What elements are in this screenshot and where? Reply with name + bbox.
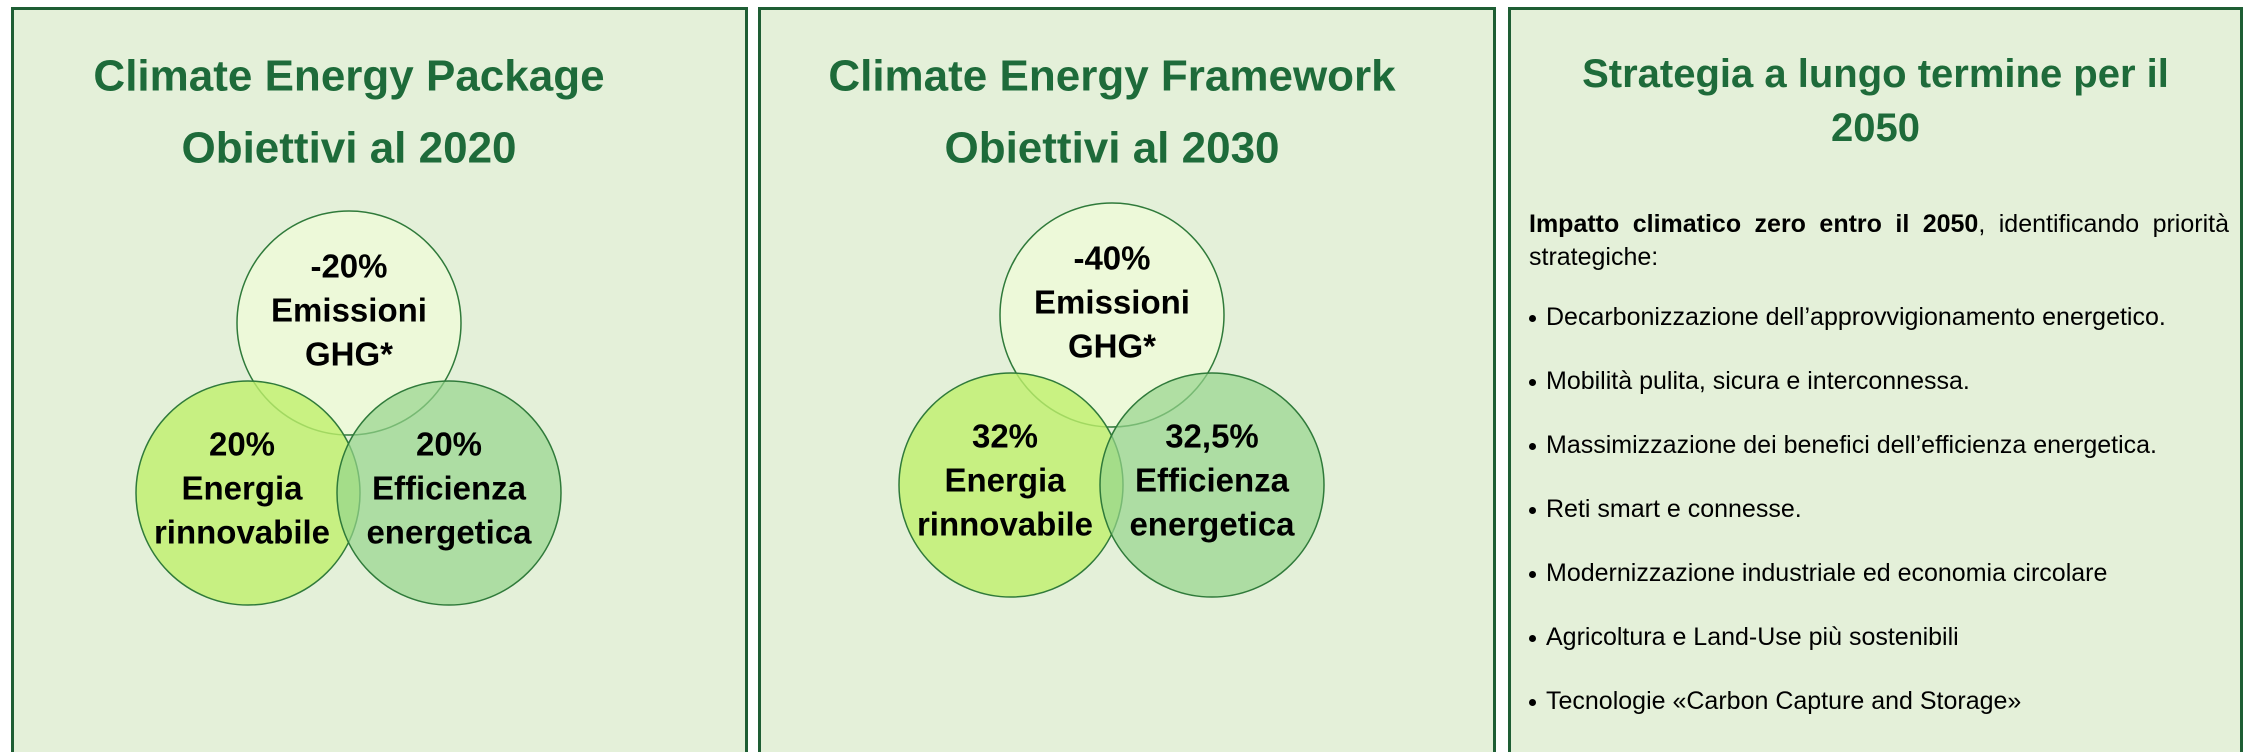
circle-label: energetica	[1129, 506, 1295, 543]
bullet-dot	[1529, 570, 1536, 578]
venn-circle	[336, 380, 562, 606]
bullet-text: Modernizzazione industriale ed economia …	[1546, 559, 2108, 587]
venn-circle	[999, 202, 1225, 428]
circle-label: 20%	[209, 426, 275, 463]
bullet-item: Massimizzazione dei benefici dell’effici…	[1529, 431, 2157, 460]
intro-text: Impatto climatico zero entro il 2050, id…	[1529, 208, 2229, 274]
circle-label: -40%	[1073, 240, 1150, 277]
bullet-dot	[1529, 506, 1536, 514]
circle-label: Emissioni	[1034, 284, 1190, 321]
bullet-dot	[1529, 314, 1536, 322]
bullet-dot	[1529, 442, 1536, 450]
circle-label: Energia	[944, 462, 1066, 499]
bullet-item: Agricoltura e Land-Use più sostenibili	[1529, 623, 1959, 652]
panel-title: Obiettivi al 2030	[944, 124, 1279, 173]
bullet-dot	[1529, 378, 1536, 386]
panel-title: Strategia a lungo termine per il	[1582, 52, 2169, 96]
bullet-dot	[1529, 698, 1536, 706]
circle-label: rinnovabile	[154, 514, 330, 551]
circle-label: Energia	[181, 470, 303, 507]
circle-label: 32,5%	[1165, 418, 1259, 455]
circle-label: 20%	[416, 426, 482, 463]
panel-2050	[1508, 7, 2243, 752]
bullet-item: Mobilità pulita, sicura e interconnessa.	[1529, 367, 1970, 396]
circle-label: GHG*	[1068, 328, 1156, 365]
circle-label: GHG*	[305, 336, 393, 373]
venn-circle	[1099, 372, 1325, 598]
circle-label: 32%	[972, 418, 1038, 455]
panel-title: Climate Energy Package	[93, 52, 604, 101]
bullet-text: Tecnologie «Carbon Capture and Storage»	[1546, 687, 2022, 715]
circle-label: rinnovabile	[917, 506, 1093, 543]
intro-bold: Impatto climatico zero entro il 2050	[1529, 210, 1979, 238]
bullet-item: Modernizzazione industriale ed economia …	[1529, 559, 2107, 588]
bullet-item: Reti smart e connesse.	[1529, 495, 1802, 524]
circle-label: Efficienza	[372, 470, 527, 507]
bullet-dot	[1529, 634, 1536, 642]
bullet-text: Decarbonizzazione dell’approvvigionament…	[1546, 303, 2166, 331]
intro-rest: , identificando priorità strategiche:	[1529, 210, 2229, 271]
bullet-item: Decarbonizzazione dell’approvvigionament…	[1529, 303, 2166, 332]
bullet-text: Mobilità pulita, sicura e interconnessa.	[1546, 367, 1970, 395]
circle-label: -20%	[310, 248, 387, 285]
panel-title: Obiettivi al 2020	[181, 124, 516, 173]
panel-title: Climate Energy Framework	[828, 52, 1396, 101]
bullet-item: Tecnologie «Carbon Capture and Storage»	[1529, 687, 2021, 716]
circle-label: energetica	[366, 514, 532, 551]
panel-title: 2050	[1831, 106, 1920, 150]
circle-label: Efficienza	[1135, 462, 1290, 499]
circle-label: Emissioni	[271, 292, 427, 329]
bullet-text: Agricoltura e Land-Use più sostenibili	[1546, 623, 1959, 651]
venn-circle	[236, 210, 462, 436]
bullet-text: Reti smart e connesse.	[1546, 495, 1802, 523]
bullet-text: Massimizzazione dei benefici dell’effici…	[1546, 431, 2157, 459]
